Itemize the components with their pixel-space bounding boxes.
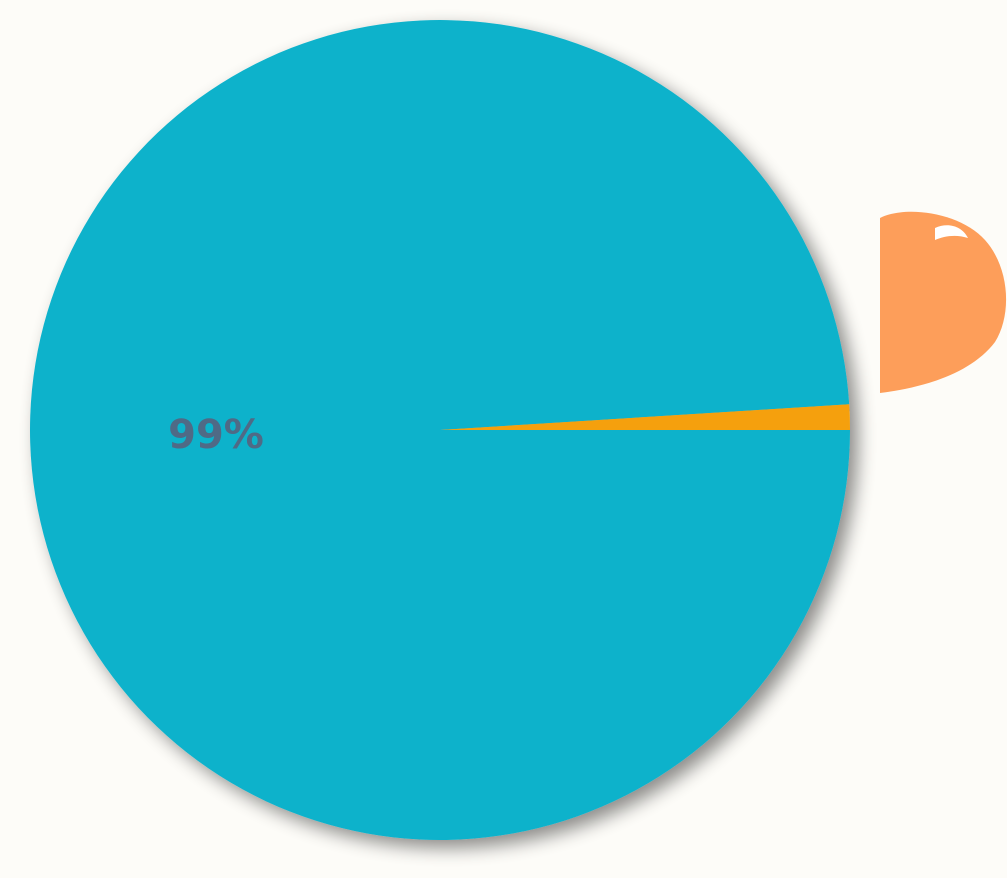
pie-slices <box>29 19 851 840</box>
pie-slice-minor <box>440 404 850 430</box>
blob-highlight <box>935 225 968 240</box>
orange-blob <box>880 211 1007 393</box>
pie-slice-major <box>29 19 851 840</box>
slice-label-99: 99% <box>168 412 264 458</box>
